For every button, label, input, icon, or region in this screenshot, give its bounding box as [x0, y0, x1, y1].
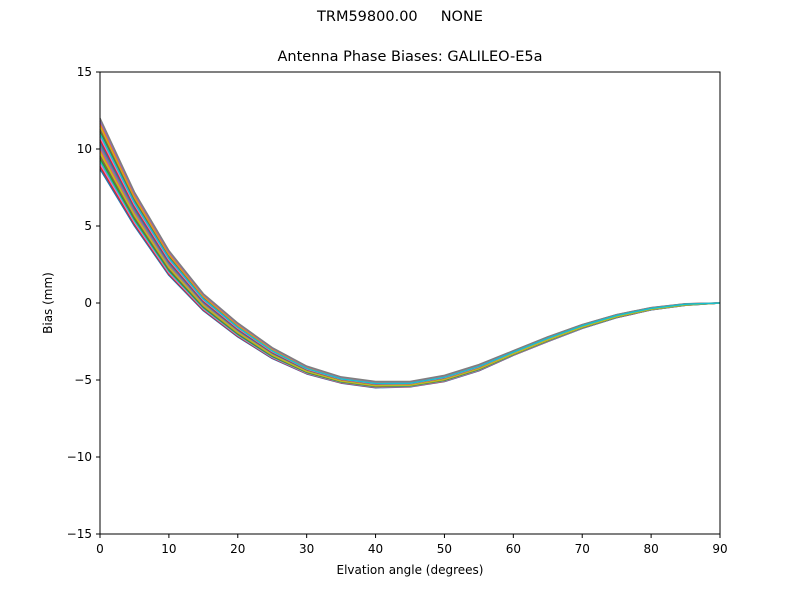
x-axis-label: Elvation angle (degrees)	[337, 563, 484, 577]
plot-frame	[99, 71, 721, 535]
series-line	[99, 147, 721, 386]
series-line	[99, 155, 721, 387]
series-line	[99, 152, 721, 387]
x-tick-label: 40	[368, 542, 383, 556]
x-tick-label: 70	[575, 542, 590, 556]
x-tick-label: 0	[96, 542, 104, 556]
y-axis-label: Bias (mm)	[41, 272, 55, 334]
y-axis-ticks: −15 −10 −5 0 5 10 15	[67, 65, 100, 541]
series-line	[99, 131, 721, 384]
series-line	[99, 160, 721, 388]
y-tick-label: 5	[84, 219, 92, 233]
series-line	[99, 120, 721, 383]
series-line	[99, 133, 721, 385]
series-line	[99, 125, 721, 384]
series-line	[99, 139, 721, 385]
series-line	[99, 136, 721, 385]
series-line	[99, 141, 721, 386]
x-tick-label: 90	[712, 542, 727, 556]
series-line	[99, 168, 721, 389]
x-tick-label: 10	[161, 542, 176, 556]
y-tick-label: −10	[67, 450, 92, 464]
y-tick-label: −5	[74, 373, 92, 387]
chart-title: Antenna Phase Biases: GALILEO-E5a	[277, 49, 543, 65]
x-tick-label: 50	[437, 542, 452, 556]
y-tick-label: 0	[84, 296, 92, 310]
x-tick-label: 20	[230, 542, 245, 556]
y-tick-label: 15	[77, 65, 92, 79]
x-tick-label: 60	[506, 542, 521, 556]
figure-suptitle: TRM59800.00 NONE	[317, 9, 483, 25]
series-line	[99, 117, 721, 383]
y-tick-label: −15	[67, 527, 92, 541]
y-tick-label: 10	[77, 142, 92, 156]
x-tick-label: 80	[643, 542, 658, 556]
x-tick-label: 30	[299, 542, 314, 556]
series-line	[99, 165, 721, 389]
series-lines	[99, 117, 721, 389]
series-line	[99, 163, 721, 388]
series-line	[99, 128, 721, 384]
series-line	[99, 157, 721, 388]
x-axis-ticks: 0 10 20 30 40 50 60 70 80 90	[96, 534, 728, 556]
series-line	[99, 123, 721, 383]
series-line	[99, 144, 721, 386]
series-line	[99, 149, 721, 387]
